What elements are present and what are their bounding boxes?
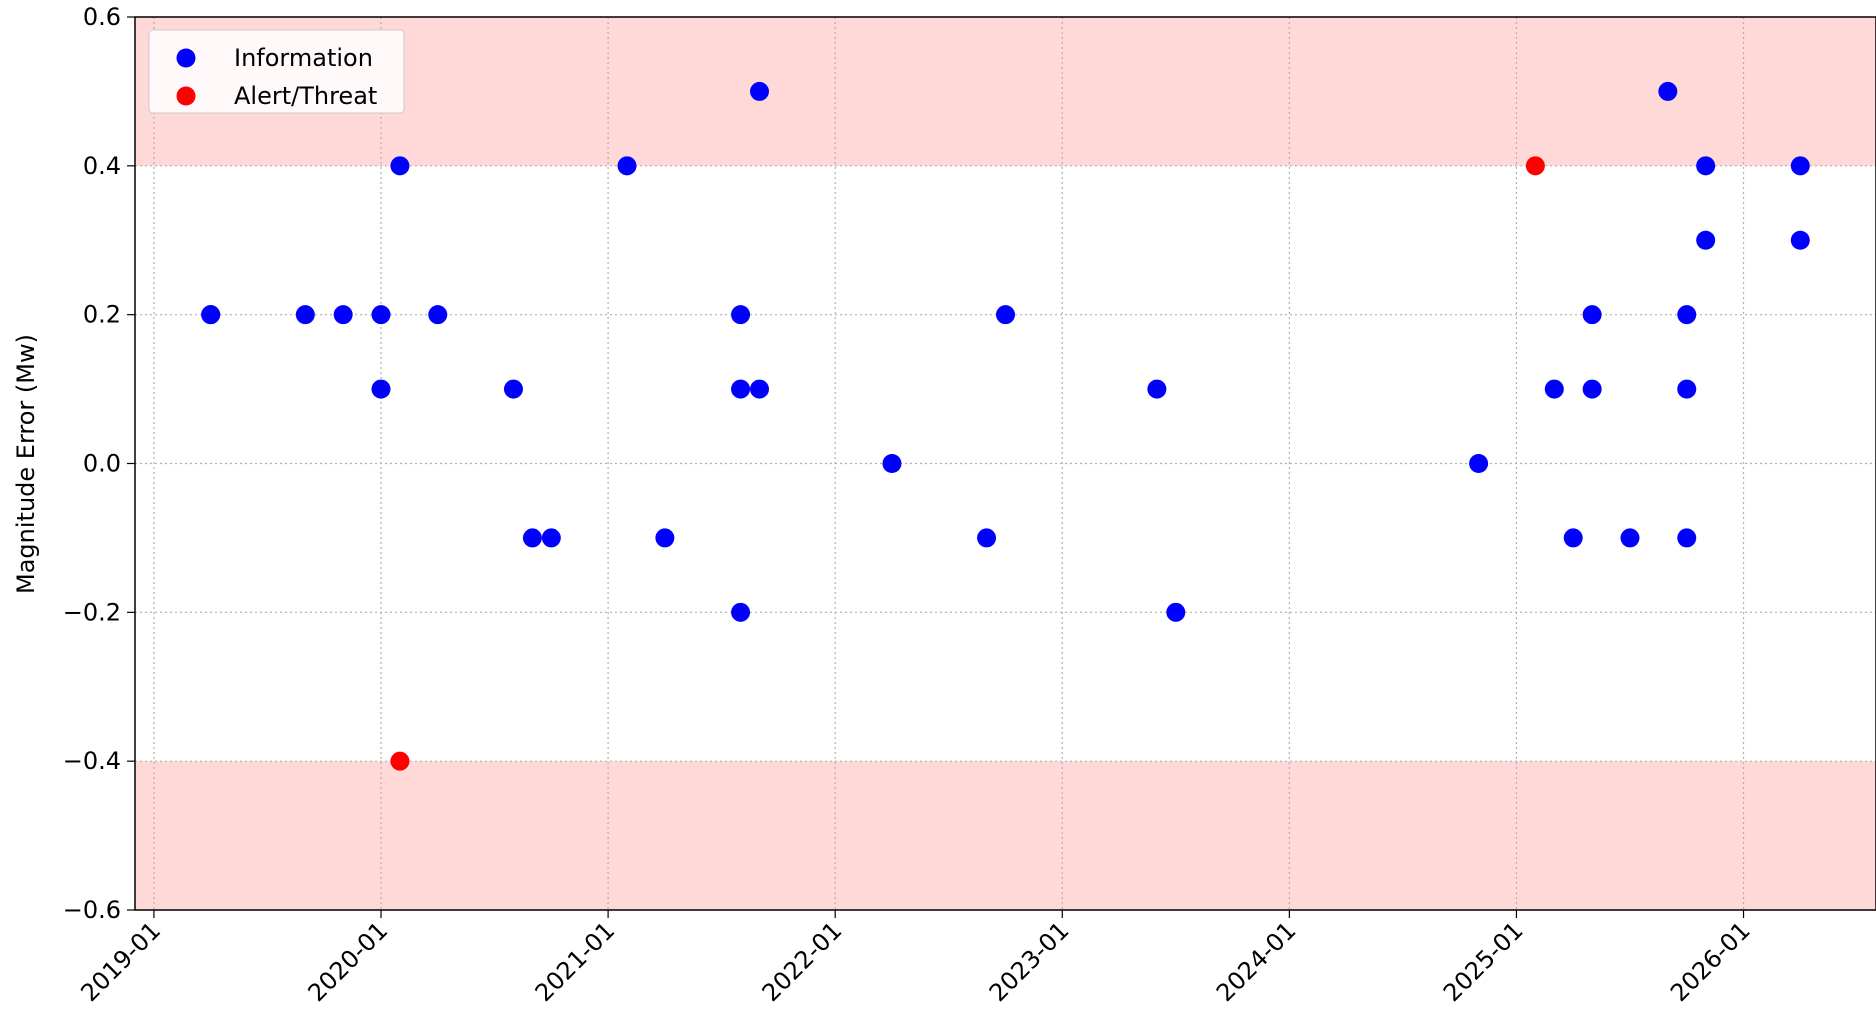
- x-tick-label: 2021-01: [530, 916, 621, 1007]
- data-point: [1790, 156, 1810, 176]
- threshold-band: [135, 17, 1876, 166]
- legend-box: [148, 29, 405, 114]
- plot-frame: [134, 16, 1876, 911]
- data-point: [882, 454, 902, 473]
- data-point: [1696, 230, 1716, 250]
- data-point: [390, 156, 410, 176]
- x-tick-label: 2020-01: [303, 916, 394, 1007]
- data-point: [977, 528, 997, 548]
- data-point: [731, 602, 751, 622]
- data-point: [371, 379, 391, 399]
- data-point: [1696, 156, 1716, 176]
- data-point: [749, 81, 769, 101]
- data-point: [541, 528, 561, 548]
- y-tick-label: 0.4: [83, 152, 121, 180]
- x-tick-label: 2019-01: [75, 916, 166, 1007]
- data-point: [1677, 305, 1697, 325]
- y-tick-label: −0.4: [63, 747, 121, 775]
- data-point: [749, 379, 769, 399]
- data-point: [333, 305, 353, 325]
- x-tick-label: 2023-01: [984, 916, 1075, 1007]
- data-point: [1677, 528, 1697, 548]
- data-point: [503, 379, 523, 399]
- data-point: [1563, 528, 1583, 548]
- legend-label: Alert/Threat: [234, 82, 377, 110]
- x-tick-label: 2024-01: [1211, 916, 1302, 1007]
- data-point: [731, 379, 751, 399]
- y-tick-label: −0.2: [63, 598, 121, 626]
- data-point: [731, 305, 751, 325]
- data-point: [1582, 379, 1602, 399]
- data-point: [371, 305, 391, 325]
- x-tick-label: 2026-01: [1665, 916, 1756, 1007]
- y-tick-label: 0.2: [83, 301, 121, 329]
- data-point: [996, 305, 1015, 325]
- x-tick-label: 2025-01: [1438, 916, 1529, 1007]
- y-tick-label: 0.6: [83, 3, 121, 31]
- legend: Information Alert/Threat: [148, 29, 405, 114]
- y-tick-label: −0.6: [63, 896, 121, 924]
- legend-marker: [176, 48, 196, 68]
- data-point: [295, 305, 315, 325]
- data-point: [1469, 454, 1489, 473]
- data-point: [1620, 528, 1640, 548]
- data-point: [1525, 156, 1545, 176]
- data-point: [522, 528, 542, 548]
- data-point: [1147, 379, 1167, 399]
- data-point: [1582, 305, 1602, 325]
- data-point: [201, 305, 221, 325]
- data-point: [1658, 81, 1678, 101]
- data-point: [390, 751, 410, 771]
- data-point: [1544, 379, 1564, 399]
- data-point: [1790, 230, 1810, 250]
- data-point: [1677, 379, 1697, 399]
- data-point: [655, 528, 675, 548]
- y-tick-label: 0.0: [83, 450, 121, 478]
- data-point: [428, 305, 448, 325]
- threshold-band: [135, 761, 1876, 910]
- legend-label: Information: [234, 44, 373, 72]
- data-point: [617, 156, 637, 176]
- legend-marker: [176, 86, 196, 106]
- y-axis-label: Magnitude Error (Mw): [12, 334, 40, 594]
- data-point: [1166, 602, 1186, 622]
- x-tick-label: 2022-01: [757, 916, 848, 1007]
